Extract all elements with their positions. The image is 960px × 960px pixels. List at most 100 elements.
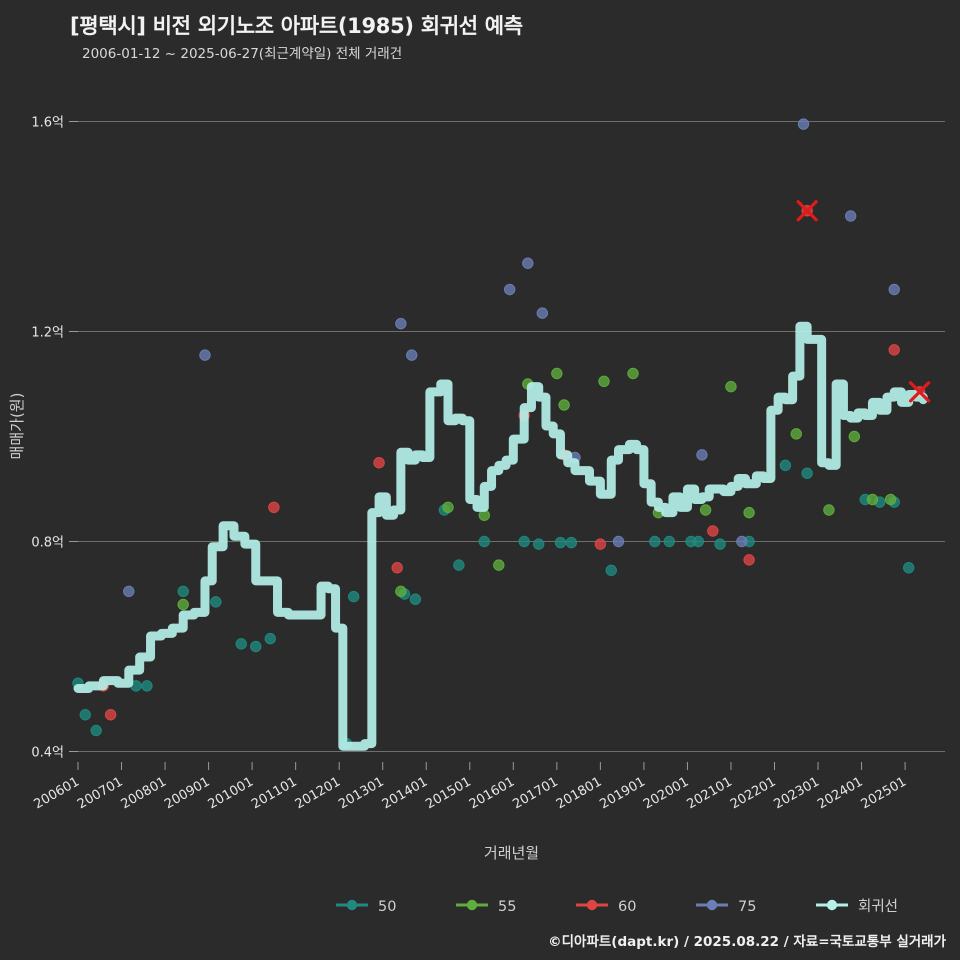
x-axis-ticks: 2006012007012008012009012010012011012012… <box>32 762 909 812</box>
scatter-point-75 <box>797 118 810 130</box>
scatter-point-75 <box>536 307 549 319</box>
legend-marker-75[interactable] <box>706 899 718 911</box>
scatter-point-75 <box>199 349 211 361</box>
scatter-point-50 <box>348 590 360 603</box>
legend-label-55[interactable]: 55 <box>498 899 516 915</box>
scatter-point-55 <box>823 504 835 516</box>
x-tick-label-10: 201601 <box>467 774 517 812</box>
x-tick-label-3: 200901 <box>162 774 212 812</box>
x-tick-label-15: 202101 <box>684 774 734 812</box>
scatter-points <box>72 118 926 750</box>
page-subtitle: 2006-01-12 ~ 2025-06-27(최근계약일) 전체 거래건 <box>82 46 403 62</box>
scatter-point-60 <box>391 562 403 574</box>
scatter-point-75 <box>123 585 135 598</box>
scatter-point-55 <box>598 375 610 388</box>
legend-marker-60[interactable] <box>586 899 598 911</box>
scatter-point-75 <box>522 257 534 269</box>
scatter-point-55 <box>442 501 454 514</box>
y-axis-title: 매매가(원) <box>8 393 26 460</box>
scatter-point-50 <box>533 538 545 550</box>
x-tick-label-7: 201301 <box>336 774 386 812</box>
legend-label-50[interactable]: 50 <box>378 899 396 915</box>
scatter-point-50 <box>518 535 530 548</box>
legend-marker-50[interactable] <box>346 899 358 911</box>
x-tick-label-5: 201101 <box>249 774 299 812</box>
scatter-point-50 <box>210 596 222 608</box>
x-tick-label-13: 201901 <box>597 774 647 812</box>
scatter-point-55 <box>866 493 879 506</box>
x-tick-label-9: 201501 <box>423 774 473 812</box>
scatter-point-50 <box>141 680 153 692</box>
regression-path <box>73 321 928 751</box>
x-tick-label-1: 200701 <box>75 774 125 812</box>
scatter-point-55 <box>395 585 407 598</box>
y-tick-label-0: 0.4억 <box>31 746 64 761</box>
scatter-point-50 <box>714 538 726 550</box>
scatter-point-60 <box>104 709 117 721</box>
scatter-point-50 <box>663 535 675 548</box>
scatter-point-55 <box>177 598 189 611</box>
x-marker-1 <box>909 381 931 403</box>
x-tick-label-2: 200801 <box>119 774 169 812</box>
x-axis-title: 거래년월 <box>484 844 539 862</box>
y-tick-label-2: 1.2억 <box>31 326 64 341</box>
scatter-point-60 <box>743 554 755 566</box>
scatter-point-50 <box>605 564 617 577</box>
scatter-point-55 <box>743 506 755 519</box>
scatter-point-75 <box>696 449 708 461</box>
x-tick-label-11: 201701 <box>510 774 560 812</box>
x-tick-label-17: 202301 <box>772 774 822 812</box>
scatter-point-50 <box>79 709 91 721</box>
scatter-point-50 <box>903 562 915 574</box>
scatter-point-75 <box>736 535 748 548</box>
scatter-point-60 <box>373 457 385 469</box>
scatter-point-55 <box>493 559 505 571</box>
scatter-point-50 <box>409 593 422 605</box>
scatter-point-50 <box>801 467 813 479</box>
scatter-point-60 <box>268 501 280 514</box>
scatter-point-50 <box>453 559 465 571</box>
x-tick-label-12: 201801 <box>554 774 604 812</box>
scatter-point-75 <box>612 535 625 548</box>
legend-marker-55[interactable] <box>466 899 478 911</box>
scatter-point-50 <box>779 459 792 472</box>
scatter-point-55 <box>558 399 570 411</box>
scatter-point-75 <box>406 349 418 361</box>
axis-titles: 거래년월 매매가(원) <box>8 393 539 862</box>
x-tick-label-4: 201001 <box>206 774 256 812</box>
scatter-point-55 <box>790 428 802 440</box>
legend-label-75[interactable]: 75 <box>738 899 756 915</box>
x-tick-label-0: 200601 <box>32 774 82 812</box>
x-tick-label-8: 201401 <box>380 774 430 812</box>
y-axis-ticks: 0.4억 0.8억 1.2억 1.6억 <box>31 116 78 761</box>
scatter-point-75 <box>395 317 407 330</box>
regression-line <box>73 321 928 751</box>
scatter-point-75 <box>503 283 516 296</box>
source-credit: ©디아파트(dapt.kr) / 2025.08.22 / 자료=국토교통부 실… <box>548 934 946 950</box>
scatter-point-50 <box>478 535 490 548</box>
scatter-point-60 <box>707 525 719 537</box>
legend-label-60[interactable]: 60 <box>618 899 636 915</box>
x-tick-label-18: 202401 <box>815 774 865 812</box>
x-tick-label-19: 202501 <box>859 774 909 812</box>
highlight-x-markers <box>796 200 931 403</box>
x-marker-0 <box>796 200 818 222</box>
scatter-point-55 <box>551 367 563 380</box>
scatter-point-55 <box>848 430 861 443</box>
scatter-point-55 <box>725 380 737 393</box>
scatter-point-75 <box>844 210 857 222</box>
scatter-point-50 <box>554 536 567 549</box>
legend-marker-회귀선[interactable] <box>826 899 838 911</box>
legend-label-회귀선[interactable]: 회귀선 <box>858 898 898 915</box>
x-tick-label-14: 202001 <box>641 774 691 812</box>
y-tick-label-3: 1.6억 <box>31 116 64 131</box>
scatter-point-75 <box>888 283 900 296</box>
chart-legend[interactable]: 50 55 60 75 회귀선 <box>336 898 898 915</box>
scatter-point-55 <box>884 493 897 506</box>
scatter-point-50 <box>565 536 578 549</box>
page-title: [평택시] 비전 외기노조 아파트(1985) 회귀선 예측 <box>70 14 523 38</box>
scatter-point-50 <box>692 535 705 548</box>
scatter-point-50 <box>250 640 262 653</box>
